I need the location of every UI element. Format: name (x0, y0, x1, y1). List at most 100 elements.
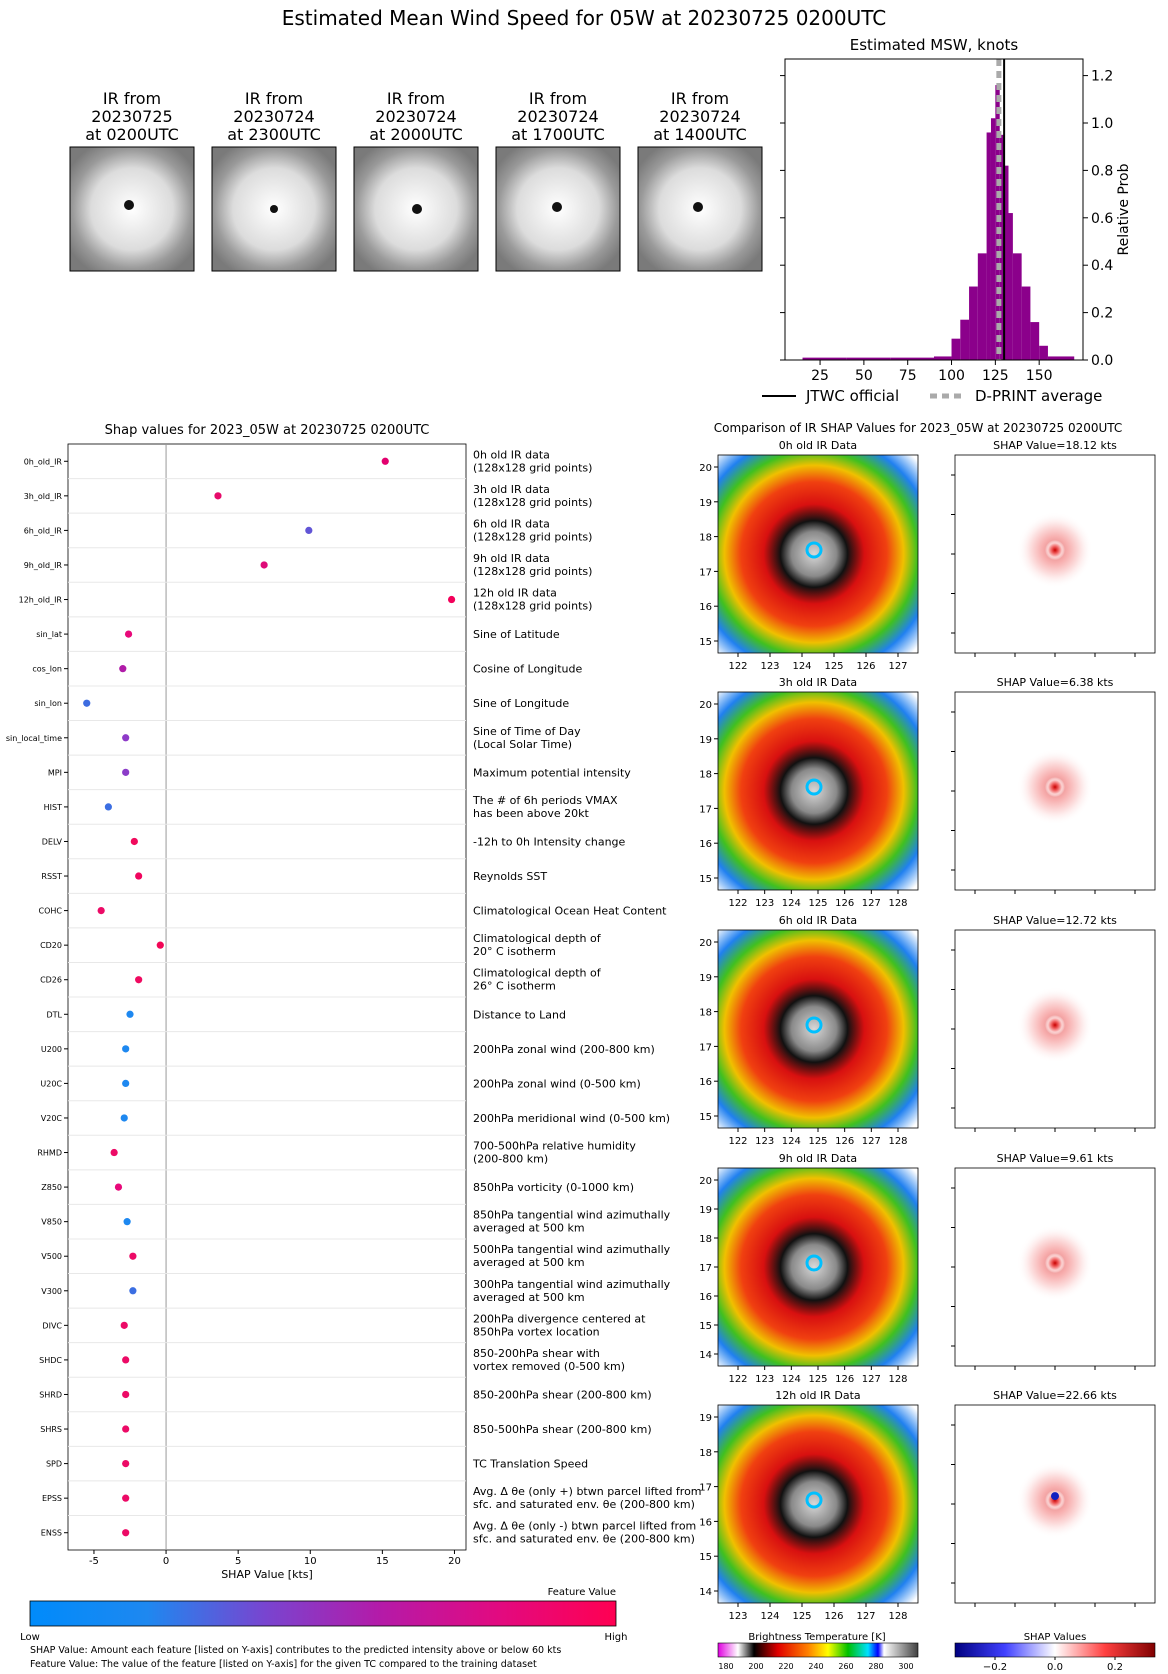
histogram-bar (1008, 213, 1013, 360)
storm-eye (412, 204, 422, 214)
storm-eye (805, 1016, 823, 1034)
x-tick-label: 126 (835, 1136, 854, 1147)
ir-thumbnail-0: IR from 20230725 at 0200UTC (69, 89, 195, 272)
feature-description: averaged at 500 km (473, 1291, 585, 1304)
x-tick-label: 150 (1026, 368, 1053, 384)
feature-name: EPSS (42, 1494, 62, 1503)
shap-point (122, 1529, 130, 1537)
feature-description: Avg. Δ θe (only +) btwn parcel lifted fr… (473, 1485, 702, 1498)
feature-name: 3h_old_IR (24, 492, 63, 501)
shap-point (104, 803, 112, 811)
feature-name: cos_lon (32, 665, 62, 674)
x-tick-label: 128 (888, 1374, 907, 1385)
feature-name: V300 (41, 1287, 62, 1296)
feature-name: sin_lat (36, 630, 62, 639)
shap-panel-title: SHAP Value=18.12 kts (993, 439, 1117, 452)
bt-colorbar-tick-label: 300 (898, 1662, 913, 1671)
feature-description: averaged at 500 km (473, 1256, 585, 1269)
feature-name: 6h_old_IR (24, 526, 63, 535)
shap-point (305, 526, 313, 535)
feature-name: CD26 (40, 976, 62, 985)
histogram-bar (890, 357, 934, 360)
x-tick-label: 15 (376, 1556, 389, 1567)
x-axis-label: SHAP Value [kts] (221, 1568, 313, 1581)
bt-colorbar-tick-label: 180 (718, 1662, 733, 1671)
ir-thumbnail-1: IR from 20230724 at 2300UTC (211, 89, 337, 272)
feature-description: Maximum potential intensity (473, 766, 631, 779)
bt-colorbar-title: Brightness Temperature [K] (748, 1632, 885, 1643)
storm-eye (805, 778, 823, 796)
y-tick-label: 16 (699, 1077, 712, 1088)
shap-core (1045, 777, 1065, 798)
y-tick-label: 17 (699, 1483, 712, 1494)
x-tick-label: 125 (808, 1374, 827, 1385)
ir-panel-title: 0h old IR Data (779, 439, 857, 452)
shap-point (83, 699, 91, 707)
y-tick-label: 17 (699, 804, 712, 815)
storm-eye (805, 1254, 823, 1272)
y-tick-label: 15 (699, 1112, 712, 1123)
brightness-temperature-colorbar: Brightness Temperature [K] 180 200 220 240 2… (717, 1632, 919, 1671)
msw-histogram: Estimated MSW, knots 25 50 75 100 125 150 0.0 0.… (762, 36, 1132, 405)
shap-point (156, 941, 164, 949)
storm-eye (805, 541, 823, 559)
shap-core (1045, 540, 1065, 561)
shap-colorbar-ticks: −0.2 0.0 0.2 (983, 1657, 1123, 1673)
ir-thumbnail-label-line1: IR from (387, 89, 445, 108)
ir-thumbnail-label-line3: at 2000UTC (369, 125, 463, 144)
feature-description: 200hPa zonal wind (200-800 km) (473, 1043, 655, 1056)
x-tick-label: -5 (89, 1556, 99, 1567)
feature-name: 9h_old_IR (24, 561, 63, 570)
ir-thumbnail-label-line3: at 0200UTC (85, 125, 179, 144)
feature-description: 20° C isotherm (473, 945, 556, 958)
feature-description: Avg. Δ θe (only -) btwn parcel lifted fr… (473, 1520, 696, 1533)
feature-description: 200hPa divergence centered at (473, 1312, 646, 1325)
ir-panel-title: 3h old IR Data (779, 676, 857, 689)
feature-name: 0h_old_IR (24, 457, 63, 466)
feature-description: Cosine of Longitude (473, 663, 582, 676)
ir-thumbnail-label-line3: at 1400UTC (653, 125, 747, 144)
feature-name: HIST (44, 803, 62, 812)
y-tick-label: 19 (699, 1205, 712, 1216)
histogram-bar (1030, 322, 1040, 360)
y-tick-label: 0.2 (1091, 306, 1113, 322)
feature-description: Sine of Time of Day (473, 725, 581, 738)
ir-shap-comparison: Comparison of IR SHAP Values for 2023_05… (699, 421, 1156, 1622)
bt-colorbar-tick-label: 280 (868, 1662, 883, 1671)
main-title: Estimated Mean Wind Speed for 05W at 202… (282, 6, 887, 30)
shap-point (122, 1079, 130, 1088)
y-tick-label: 19 (699, 498, 712, 509)
x-tick-label: 125 (982, 368, 1009, 384)
x-tick-label: 127 (862, 1136, 881, 1147)
x-tick-label: 20 (448, 1556, 461, 1567)
shap-point (122, 1045, 130, 1053)
shap-point (120, 1321, 128, 1329)
feature-description: vortex removed (0-500 km) (473, 1360, 625, 1373)
feature-name: MPI (48, 768, 62, 777)
feature-description: (128x128 grid points) (473, 496, 592, 509)
x-tick-label: 125 (808, 1136, 827, 1147)
histogram-bar (1012, 253, 1022, 360)
x-tick-label: 124 (782, 1374, 801, 1385)
feature-description: 850hPa vorticity (0-1000 km) (473, 1181, 634, 1194)
x-tick-label: 124 (760, 1611, 779, 1622)
bt-colorbar-gradient (717, 1642, 919, 1658)
feature-name: SHDC (39, 1356, 62, 1365)
feature-description: The # of 6h periods VMAX (472, 794, 618, 807)
y-tick-label: 17 (699, 1042, 712, 1053)
x-tick-label: 127 (888, 661, 907, 672)
feature-description: 6h old IR data (473, 517, 550, 530)
shap-point (447, 595, 456, 604)
ir-thumbnail-label-line2: 20230724 (517, 107, 598, 126)
feature-name: DTL (46, 1010, 62, 1019)
feature-value-colorbar: Feature Value Low High (20, 1587, 627, 1643)
y-tick-label: 0.0 (1091, 353, 1113, 369)
x-tick-label: 125 (808, 898, 827, 909)
legend-label-dprint: D-PRINT average (975, 387, 1102, 405)
shap-point (122, 768, 130, 776)
feature-description: averaged at 500 km (473, 1222, 585, 1235)
footnote-feature: Feature Value: The value of the feature … (30, 1659, 537, 1670)
histogram-bar (969, 286, 978, 360)
y-tick-label: 1.0 (1091, 116, 1113, 132)
feature-description: -12h to 0h Intensity change (473, 835, 626, 848)
